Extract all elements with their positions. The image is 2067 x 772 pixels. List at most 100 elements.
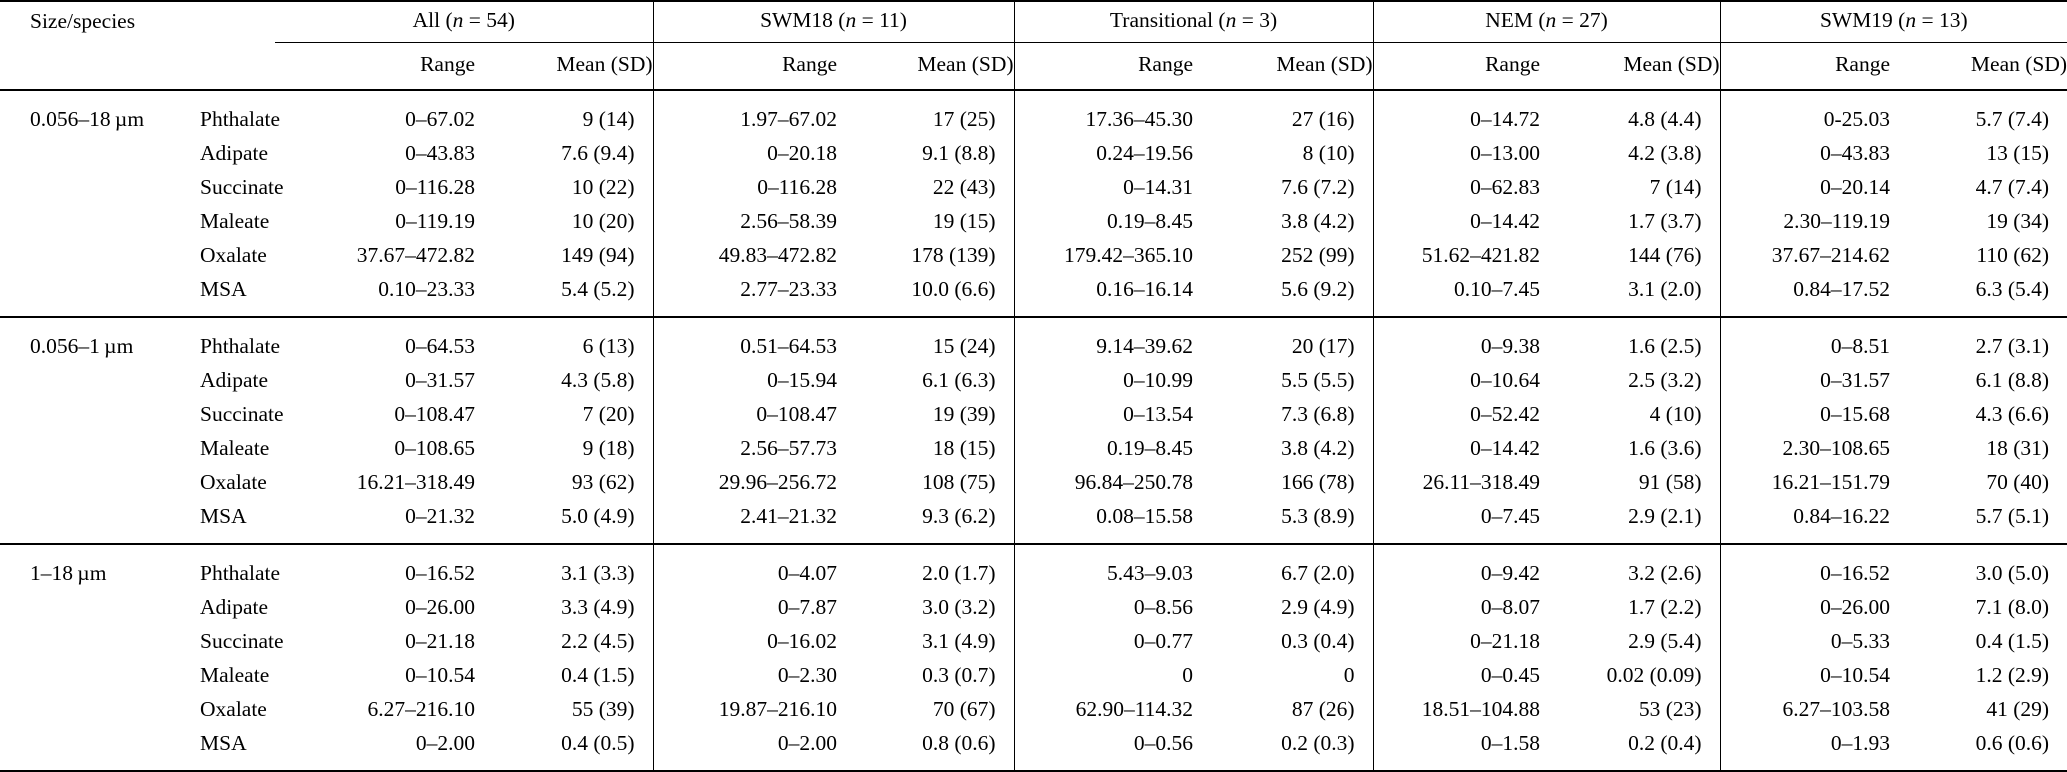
mean-cell: 13 (15) — [1986, 141, 2050, 165]
size-cell — [0, 624, 160, 658]
range-cell: 62.90–114.32 — [1075, 697, 1194, 721]
mean-cell: 27 (16) — [1193, 89, 1374, 136]
mean-cell: 3.8 (4.2) — [1193, 431, 1374, 465]
mean-cell: 1.2 (2.9) — [1975, 663, 2050, 687]
range-cell: 0–14.42 — [1470, 436, 1541, 460]
size-cell — [0, 499, 160, 544]
mean-cell: 7 (14) — [1540, 170, 1721, 204]
size-cell — [0, 692, 160, 726]
range-cell: 37.67–214.62 — [1771, 243, 1891, 267]
range-cell: 0–15.68 — [1820, 402, 1891, 426]
mean-cell: 252 (99) — [1193, 238, 1374, 272]
mean-cell: 7.6 (9.4) — [475, 136, 654, 170]
species-cell: Succinate — [200, 402, 284, 426]
range-cell: 6.27–216.10 — [367, 697, 476, 721]
range-cell: 0–116.28 — [395, 175, 476, 199]
range-cell: 0.84–17.52 — [1793, 277, 1891, 301]
mean-cell: 3.2 (2.6) — [1540, 543, 1721, 590]
range-cell: 0–26.00 — [1820, 595, 1891, 619]
range-cell: 0–16.52 — [275, 543, 476, 590]
table-body: 0.056–18 µm Phthalate 0–67.02 9 (14) 1.97–67… — [0, 89, 2067, 771]
range-cell: 0–26.00 — [405, 595, 476, 619]
mean-cell: 5.0 (4.9) — [475, 499, 654, 544]
mean-cell: 6.7 (2.0) — [1193, 543, 1374, 590]
range-cell: 0–2.00 — [415, 731, 476, 755]
size-cell: 1–18 µm — [0, 543, 160, 590]
mean-cell: 3.0 (3.2) — [837, 590, 1015, 624]
range-cell: 0–108.65 — [394, 436, 476, 460]
size-cell — [0, 658, 160, 692]
mean-cell: 9.1 (8.8) — [837, 136, 1015, 170]
range-cell: 16.21–318.49 — [356, 470, 476, 494]
mean-cell: 18 (31) — [1986, 436, 2050, 460]
table-row: Adipate 0–31.57 4.3 (5.8) 0–15.94 6.1 (6.3) 0… — [0, 363, 2067, 397]
table-row: Succinate 0–116.28 10 (22) 0–116.28 22 (43) 0… — [0, 170, 2067, 204]
range-cell: 0–108.47 — [756, 402, 838, 426]
species-cell: Adipate — [200, 141, 269, 165]
group-header-transitional: Transitional (n = 3) — [1014, 1, 1374, 43]
range-cell: 0–62.83 — [1470, 175, 1541, 199]
group-header-all: All (n = 54) — [275, 1, 654, 43]
range-cell: 0–20.18 — [767, 141, 838, 165]
range-cell: 0-25.03 — [1720, 89, 1891, 136]
range-cell: 0–64.53 — [275, 316, 476, 363]
range-header: Range — [1485, 52, 1541, 76]
mean-cell: 2.9 (5.4) — [1540, 624, 1721, 658]
range-cell: 0–5.33 — [1830, 629, 1891, 653]
size-cell: 0.056–18 µm — [0, 89, 160, 136]
mean-header: Mean (SD) — [1193, 42, 1374, 90]
size-cell — [0, 397, 160, 431]
range-cell: 0–21.32 — [405, 504, 476, 528]
range-cell: 2.30–119.19 — [1783, 209, 1891, 233]
range-cell: 0–31.57 — [1820, 368, 1891, 392]
species-cell: Phthalate — [160, 316, 280, 363]
size-cell — [0, 590, 160, 624]
range-cell: 0–8.07 — [1480, 595, 1541, 619]
mean-cell: 0.2 (0.3) — [1193, 726, 1374, 771]
range-cell: 18.51–104.88 — [1421, 697, 1541, 721]
range-cell: 0.24–19.56 — [1096, 141, 1194, 165]
range-cell: 0–119.19 — [395, 209, 476, 233]
mean-cell: 7 (20) — [475, 397, 654, 431]
range-cell: 0–16.02 — [767, 629, 838, 653]
mean-cell: 19 (15) — [837, 204, 1015, 238]
table-row: MSA 0–21.32 5.0 (4.9) 2.41–21.32 9.3 (6.2) 0.… — [0, 499, 2067, 544]
table-row: Succinate 0–108.47 7 (20) 0–108.47 19 (39) 0–… — [0, 397, 2067, 431]
mean-cell: 108 (75) — [837, 465, 1015, 499]
mean-cell: 6.1 (6.3) — [837, 363, 1015, 397]
table-row: 1–18 µm Phthalate 0–16.52 3.1 (3.3) 0–4.07 2.… — [0, 543, 2067, 590]
mean-cell: 0.4 (1.5) — [475, 658, 654, 692]
subheader-spacer — [0, 43, 275, 91]
range-cell: 26.11–318.49 — [1422, 470, 1541, 494]
range-cell: 0.10–23.33 — [378, 277, 476, 301]
range-cell: 0–9.38 — [1373, 316, 1541, 363]
mean-cell: 6 (13) — [475, 316, 654, 363]
range-cell: 5.43–9.03 — [1014, 543, 1194, 590]
range-cell: 0–20.14 — [1820, 175, 1891, 199]
range-cell: 51.62–421.82 — [1421, 243, 1541, 267]
table-row: Oxalate 16.21–318.49 93 (62) 29.96–256.72 10… — [0, 465, 2067, 499]
mean-cell: 0.3 (0.7) — [837, 658, 1015, 692]
range-cell: 0–10.99 — [1123, 368, 1194, 392]
mean-cell: 4 (10) — [1540, 397, 1721, 431]
species-cell: Maleate — [200, 436, 270, 460]
range-cell: 0.19–8.45 — [1107, 209, 1194, 233]
species-cell: Succinate — [200, 629, 284, 653]
range-cell: 0–13.54 — [1123, 402, 1194, 426]
mean-cell: 3.1 (2.0) — [1540, 272, 1721, 317]
size-cell — [0, 431, 160, 465]
range-cell: 0–21.18 — [405, 629, 476, 653]
range-cell: 0–67.02 — [275, 89, 476, 136]
mean-cell: 2.2 (4.5) — [475, 624, 654, 658]
mean-cell: 9 (14) — [475, 89, 654, 136]
mean-cell: 5.6 (9.2) — [1193, 272, 1374, 317]
mean-cell: 2.7 (3.1) — [1890, 316, 2067, 363]
species-cell: Adipate — [200, 368, 269, 392]
range-cell: 0–8.51 — [1720, 316, 1891, 363]
table-header: Size/species All (n = 54) SWM18 (n = 11) T… — [0, 1, 2067, 90]
range-cell: 0–13.00 — [1470, 141, 1541, 165]
mean-cell: 2.0 (1.7) — [837, 543, 1015, 590]
table-row: Adipate 0–26.00 3.3 (4.9) 0–7.87 3.0 (3.2) 0–… — [0, 590, 2067, 624]
mean-header: Mean (SD) — [1970, 52, 2067, 76]
mean-cell: 55 (39) — [475, 692, 654, 726]
